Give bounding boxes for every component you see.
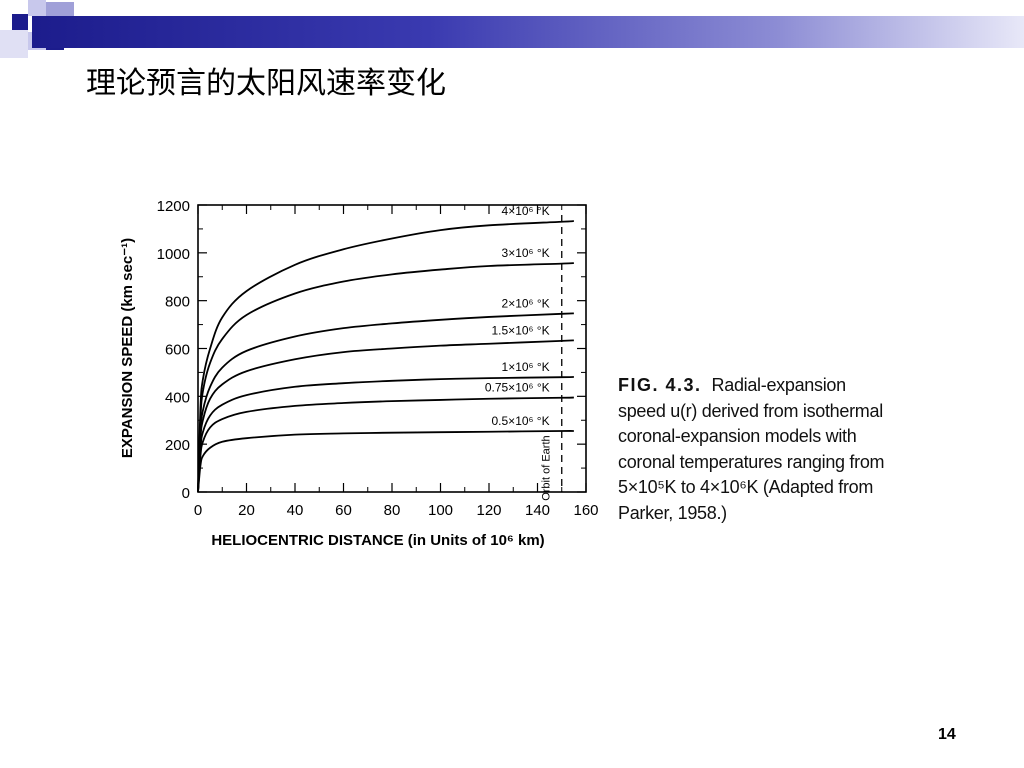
x-tick-label: 40: [287, 502, 304, 519]
x-tick-labels: 0 20 40 60 80 100 120 140 160: [194, 502, 599, 519]
orbit-of-earth-label: Orbit of Earth: [541, 435, 553, 500]
figure-caption: FIG. 4.3. Radial-expansion speed u(r) der…: [618, 373, 898, 526]
y-tick-labels: 0 200 400 600 800 1000 1200: [157, 198, 190, 502]
series-label: 0.75×10⁶ °K: [485, 381, 550, 395]
x-tick-label: 0: [194, 502, 202, 519]
y-axis-label: EXPANSION SPEED (km sec⁻¹): [119, 238, 136, 458]
series-line: [197, 220, 574, 493]
series-line: [197, 376, 574, 493]
decor-square-2: [28, 0, 46, 16]
series-line: [197, 312, 574, 493]
x-tick-label: 160: [573, 502, 598, 519]
x-tick-label: 80: [384, 502, 401, 519]
x-tick-label: 60: [335, 502, 352, 519]
series-label: 2×10⁶ °K: [502, 296, 550, 310]
x-tick-label: 140: [525, 502, 550, 519]
series-label: 1.5×10⁶ °K: [492, 323, 550, 337]
caption-label: FIG. 4.3.: [618, 375, 702, 395]
decor-square-1: [12, 14, 28, 30]
y-tick-label: 1000: [157, 246, 190, 263]
series-line: [197, 396, 574, 493]
slide-title: 理论预言的太阳风速率变化: [86, 66, 446, 101]
series-label: 1×10⁶ °K: [502, 360, 550, 374]
page-number: 14: [938, 726, 956, 743]
y-tick-label: 0: [182, 485, 190, 502]
series-line: [197, 262, 574, 493]
x-tick-label: 20: [238, 502, 255, 519]
decor-square-6: [0, 30, 28, 58]
expansion-speed-chart: 0 200 400 600 800 1000 1200 0 20 40 60 80 100 120 140…: [119, 198, 599, 549]
series-label: 0.5×10⁶ °K: [492, 414, 550, 428]
title-bar: [32, 16, 1024, 48]
series-labels: 4×10⁶ °K 3×10⁶ °K 2×10⁶ °K 1.5×10⁶ °K 1×10⁶ …: [485, 204, 550, 428]
series-lines: [197, 220, 574, 493]
x-axis-label: HELIOCENTRIC DISTANCE (in Units of 10⁶ k…: [211, 532, 544, 549]
y-tick-label: 400: [165, 389, 190, 406]
y-tick-label: 1200: [157, 198, 190, 215]
series-label: 4×10⁶ °K: [502, 204, 550, 218]
y-tick-label: 200: [165, 437, 190, 454]
tick-marks: [197, 204, 587, 493]
y-tick-label: 600: [165, 342, 190, 359]
x-tick-label: 100: [428, 502, 453, 519]
caption-text: Radial-expansion speed u(r) derived from…: [618, 375, 885, 523]
y-tick-label: 800: [165, 294, 190, 311]
series-label: 3×10⁶ °K: [502, 246, 550, 260]
x-tick-label: 120: [476, 502, 501, 519]
series-line: [197, 339, 574, 493]
series-line: [197, 430, 574, 493]
